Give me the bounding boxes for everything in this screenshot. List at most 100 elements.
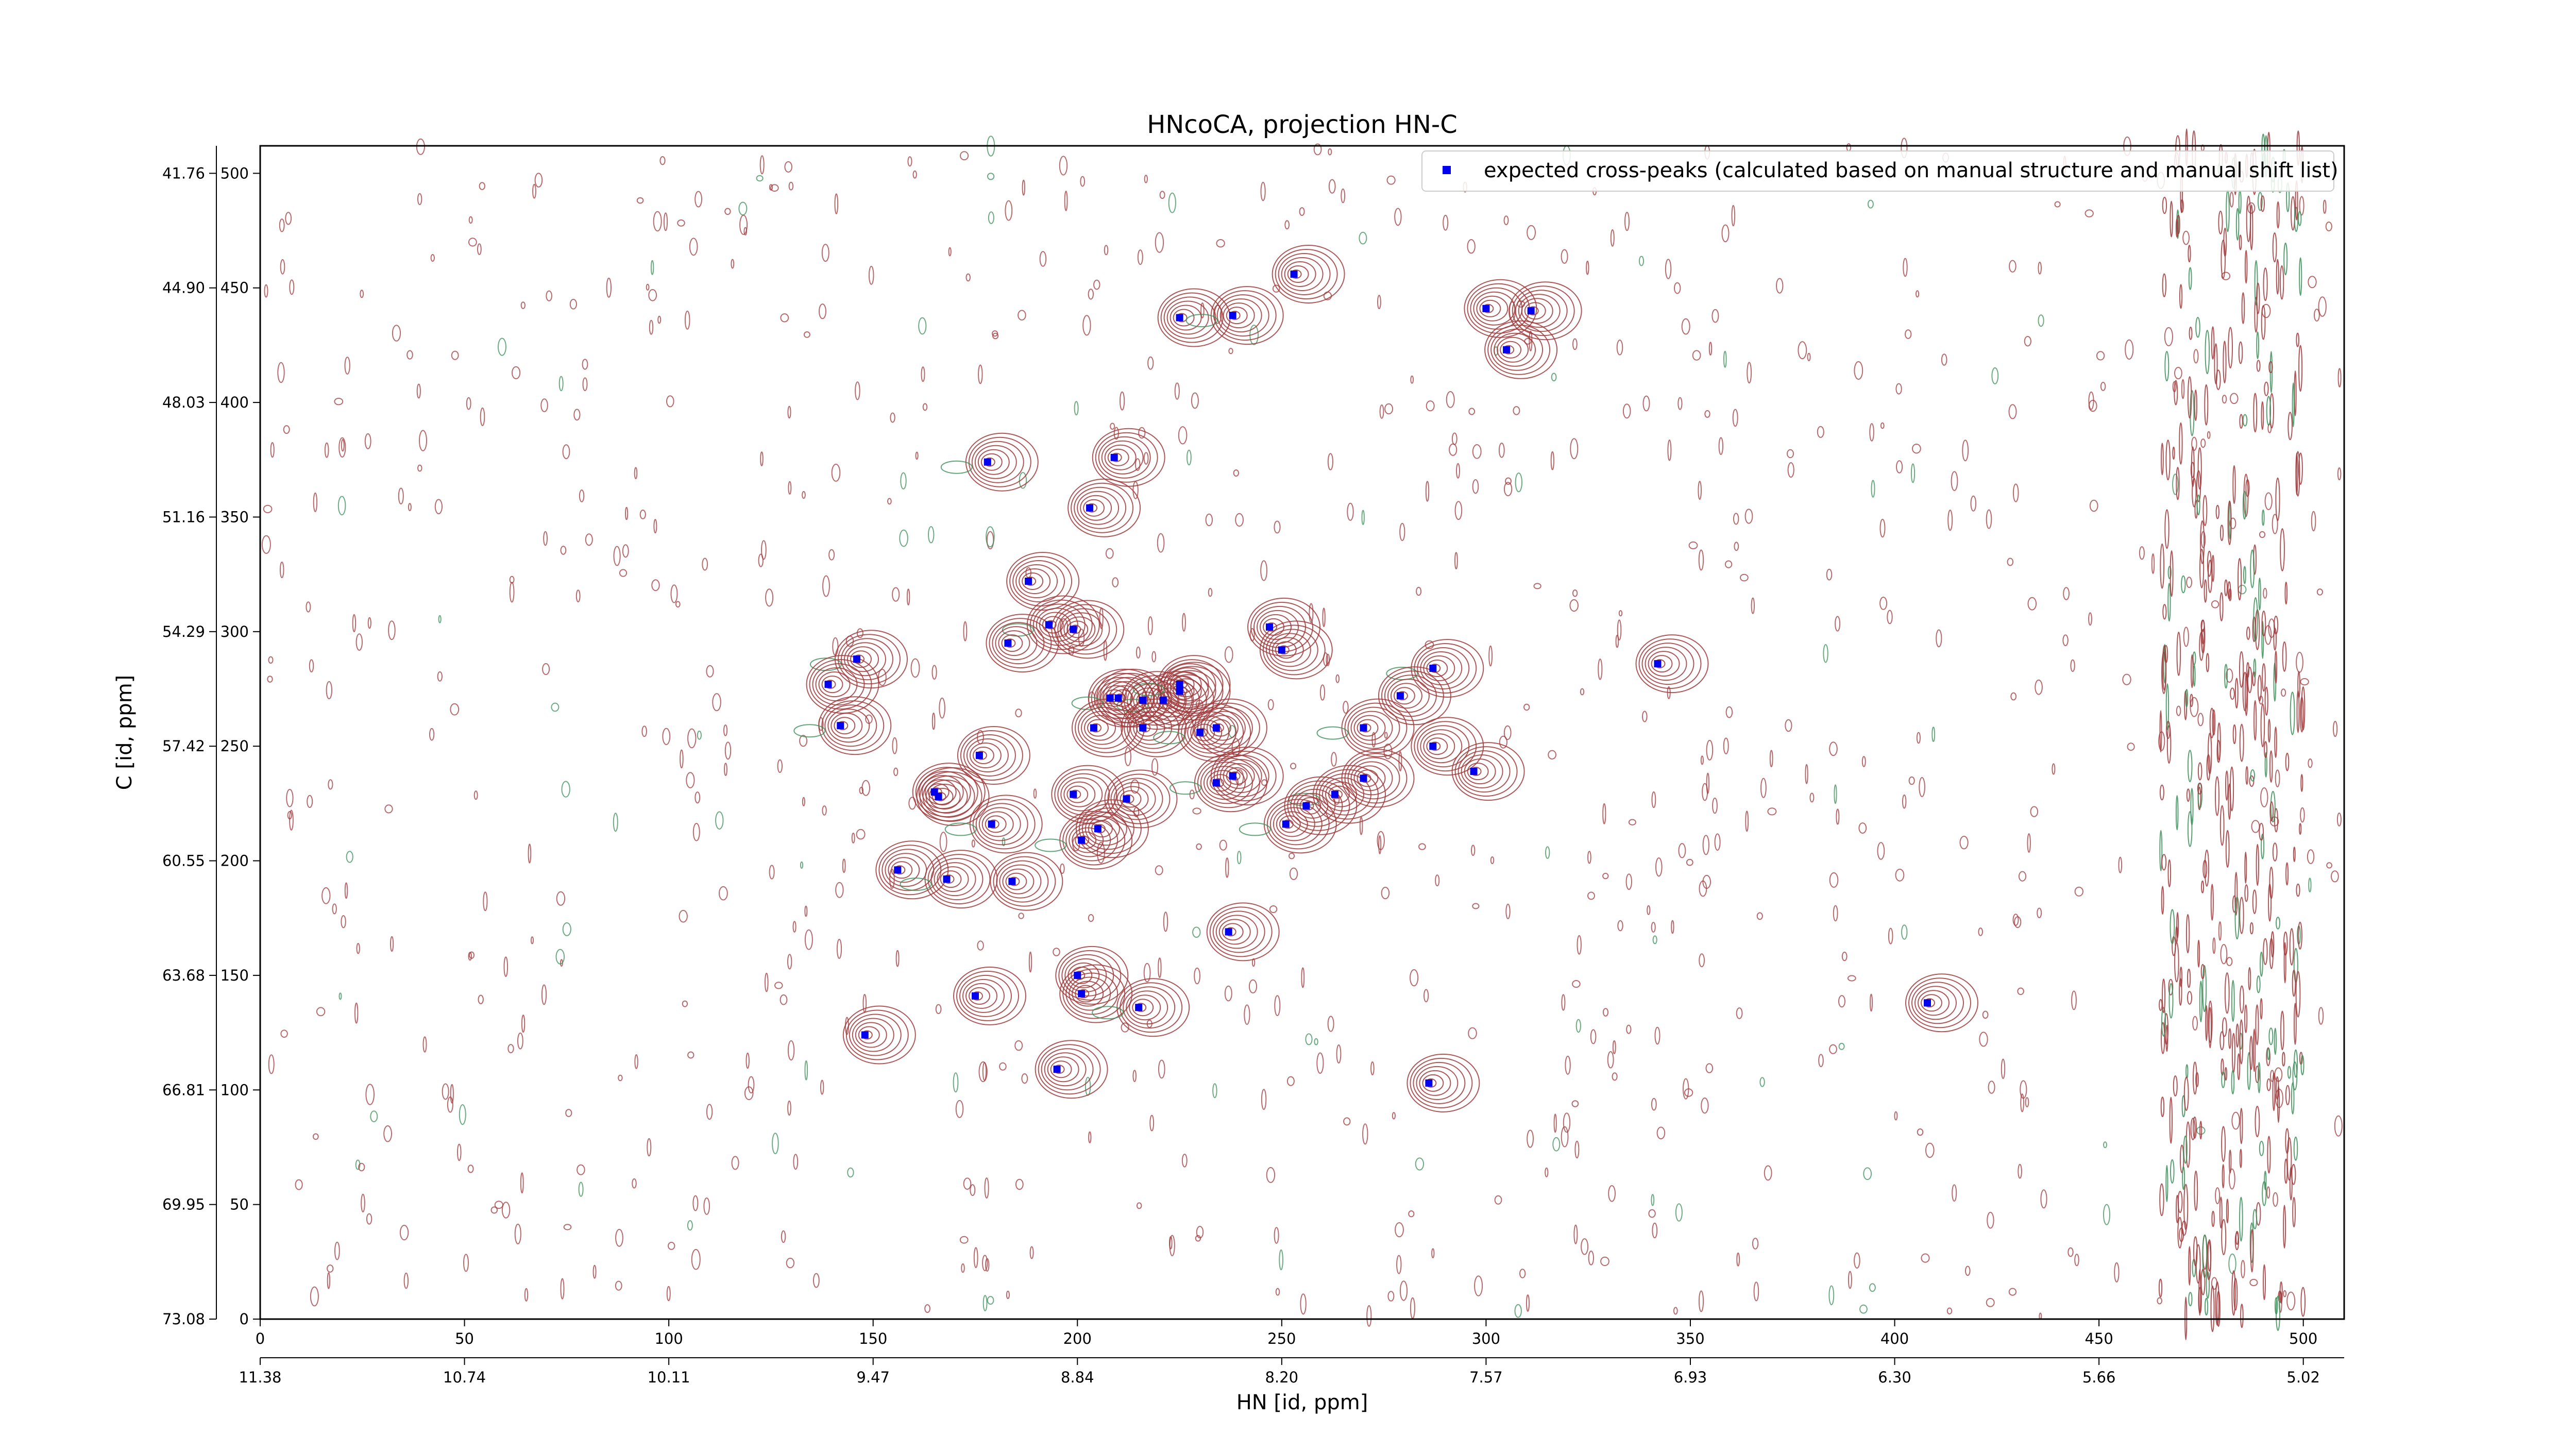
cross-peak-marker xyxy=(1429,743,1437,750)
y-ppm-tick-label: 44.90 xyxy=(162,279,205,297)
y-axis-label: C [id, ppm] xyxy=(113,675,137,790)
cross-peak-marker xyxy=(1212,779,1220,787)
cross-peak-marker xyxy=(1114,694,1122,702)
legend-marker xyxy=(1443,166,1451,174)
peak-contour xyxy=(1121,698,1194,757)
peak-contour xyxy=(1451,742,1525,801)
y-tick-label: 50 xyxy=(230,1196,249,1213)
x-tick-label: 0 xyxy=(256,1330,265,1347)
x-tick-label: 50 xyxy=(455,1330,474,1347)
cross-peak-marker xyxy=(1090,724,1097,732)
cross-peak-marker xyxy=(1266,623,1273,631)
y-ppm-tick-label: 51.16 xyxy=(162,508,205,526)
peak-contour xyxy=(1185,286,1284,345)
plot-frame xyxy=(259,145,2345,1320)
peak-contour xyxy=(1035,1040,1108,1099)
peak-contour xyxy=(900,850,998,909)
x-ppm-tick-label: 5.66 xyxy=(2082,1369,2116,1386)
x-ppm-tick-label: 8.20 xyxy=(1265,1369,1299,1386)
y-ppm-tick-label: 69.95 xyxy=(162,1196,205,1213)
peak-contour xyxy=(1316,698,1415,757)
x-tick-label: 150 xyxy=(859,1330,887,1347)
x-tick-label: 400 xyxy=(1880,1330,1909,1347)
y-ppm-tick-label: 63.68 xyxy=(162,967,205,984)
cross-peak-marker xyxy=(1159,697,1167,704)
peak-contour xyxy=(1002,595,1100,654)
cross-peak-marker xyxy=(1176,681,1183,688)
peak-contour xyxy=(1051,600,1125,659)
x-ppm-tick-label: 6.93 xyxy=(1674,1369,1707,1386)
x-tick-label: 300 xyxy=(1472,1330,1500,1347)
cross-peak-marker xyxy=(943,875,951,883)
y-tick-label: 250 xyxy=(221,737,249,755)
x-tick-label: 350 xyxy=(1676,1330,1704,1347)
cross-peak-marker xyxy=(1078,836,1086,844)
peak-contour xyxy=(1239,795,1337,854)
x-ppm-tick-label: 10.74 xyxy=(443,1369,486,1386)
cross-peak-marker xyxy=(1045,621,1053,629)
peak-contour xyxy=(916,767,990,826)
cross-peak-marker xyxy=(837,722,844,730)
peak-contour xyxy=(953,966,1026,1025)
peak-contour xyxy=(986,614,1059,673)
cross-peak-marker xyxy=(1196,729,1204,736)
y-ppm-tick-label: 54.29 xyxy=(162,623,205,640)
cross-peak-marker xyxy=(1123,795,1130,803)
cross-peak-marker xyxy=(1425,1079,1433,1087)
cross-peak-marker xyxy=(1503,346,1511,353)
y-tick-label: 200 xyxy=(221,852,249,870)
cross-peak-marker xyxy=(975,752,983,759)
peak-contour xyxy=(957,726,1030,785)
cross-peak-marker xyxy=(1094,825,1101,833)
peak-contour xyxy=(1059,964,1133,1023)
cross-peak-marker xyxy=(1070,626,1077,633)
cross-peak-marker xyxy=(1654,660,1662,668)
cross-peak-marker xyxy=(935,793,942,800)
peak-contour xyxy=(1035,811,1133,870)
cross-peak-marker xyxy=(1527,307,1535,315)
peak-contour xyxy=(1247,597,1320,656)
peak-contour xyxy=(1509,281,1582,341)
cross-peak-marker xyxy=(1086,504,1094,512)
cross-peak-markers xyxy=(824,271,1931,1087)
cross-peak-marker xyxy=(1135,1004,1143,1011)
noise-contours xyxy=(261,136,2343,1327)
cross-peak-marker xyxy=(988,820,995,828)
cross-peak-marker xyxy=(1139,697,1147,704)
cross-peak-marker xyxy=(861,1031,869,1039)
y-tick-label: 350 xyxy=(221,508,249,526)
peak-contour xyxy=(1411,717,1484,776)
solvent-streaks xyxy=(2158,128,2306,1340)
x-tick-label: 450 xyxy=(2084,1330,2113,1347)
cross-peak-marker xyxy=(1229,772,1236,780)
y-ppm-tick-label: 60.55 xyxy=(162,852,205,870)
x-ppm-tick-label: 8.84 xyxy=(1061,1369,1094,1386)
x-ppm-tick-label: 7.57 xyxy=(1469,1369,1503,1386)
cross-peak-marker xyxy=(1482,305,1490,312)
y-tick-label: 500 xyxy=(221,164,249,182)
cross-peak-marker xyxy=(1360,774,1367,782)
cross-peak-marker xyxy=(1078,990,1086,998)
peak-contour xyxy=(1386,639,1484,698)
cross-peak-marker xyxy=(1290,271,1298,278)
cross-peak-marker xyxy=(1278,646,1285,654)
x-ppm-tick-label: 10.11 xyxy=(648,1369,690,1386)
cross-peak-marker xyxy=(1110,453,1118,461)
cross-peak-marker xyxy=(972,992,979,1000)
peak-contour xyxy=(990,852,1063,911)
cross-peak-marker xyxy=(1429,665,1437,672)
x-tick-label: 250 xyxy=(1267,1330,1296,1347)
x-ppm-tick-label: 5.02 xyxy=(2286,1369,2320,1386)
cross-peak-marker xyxy=(1229,312,1236,319)
cross-peak-marker xyxy=(1004,639,1012,647)
cross-peak-marker xyxy=(1070,790,1077,798)
y-ppm-tick-label: 41.76 xyxy=(162,164,205,182)
cross-peak-marker xyxy=(1924,999,1931,1007)
cross-peak-marker xyxy=(1176,687,1183,695)
y-ppm-tick-label: 73.08 xyxy=(162,1310,205,1328)
y-ppm-tick-label: 57.42 xyxy=(162,737,205,755)
cross-peak-marker xyxy=(1025,578,1032,585)
peak-contour xyxy=(1406,1053,1480,1112)
